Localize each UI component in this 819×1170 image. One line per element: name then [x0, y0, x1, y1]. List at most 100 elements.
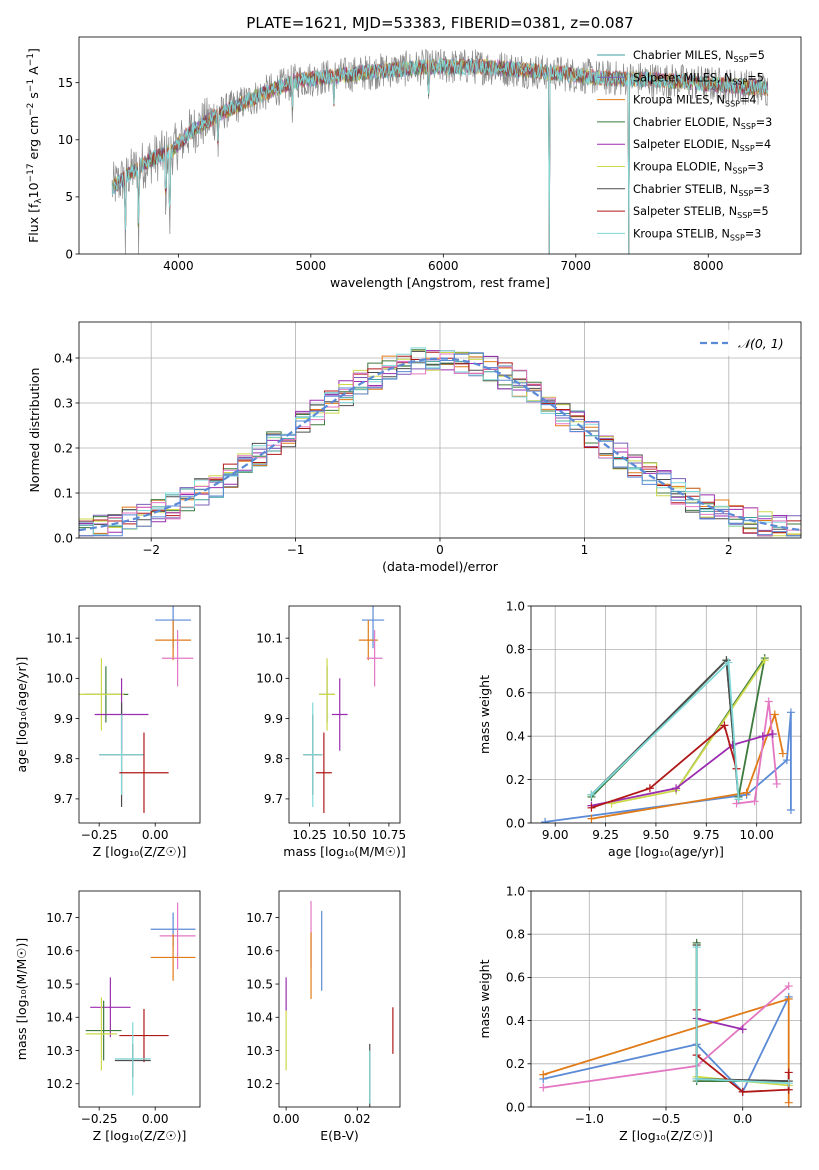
y-tick-label: 0.4	[506, 730, 525, 744]
y-tick-label: 0.8	[506, 643, 525, 657]
data-point	[99, 714, 144, 795]
weight-marker	[587, 814, 596, 823]
weight-series	[736, 701, 778, 805]
y-tick-label: 0.8	[506, 928, 525, 942]
x-tick-label: 0.00	[142, 828, 169, 842]
weight-marker	[692, 943, 701, 952]
weight-marker	[541, 817, 550, 823]
data-point	[150, 934, 196, 981]
y-tick-label: 0.4	[54, 351, 73, 365]
weight-marker	[672, 784, 681, 793]
y-tick-label: 9.9	[54, 712, 73, 726]
weight-marker	[786, 708, 795, 717]
weight-series	[590, 657, 766, 798]
weight-marker	[784, 995, 793, 1003]
y-tick-label: 0.3	[54, 396, 73, 410]
x-tick-label: 5000	[296, 259, 327, 273]
axes-frame	[78, 605, 201, 824]
data-point	[85, 997, 118, 1071]
y-tick-label: 10.5	[46, 977, 73, 991]
x-tick-label: 10.75	[372, 828, 406, 842]
y-tick-label: 9.8	[54, 752, 73, 766]
weight-marker	[786, 805, 795, 814]
y-tick-label: 10.0	[46, 672, 73, 686]
y-tick-label: 10.1	[46, 631, 73, 645]
y-tick-label: 10.3	[46, 1044, 73, 1058]
axes-mass-weight-vs-Z: −1.0 −0.5 0.0 0.0 0.2 0.4 0.6 0.8 1.0 Z [log₁₀(Z/…	[477, 884, 802, 1143]
plot-area	[111, 48, 769, 254]
y-tick-label: 10.0	[256, 672, 283, 686]
data-point	[331, 678, 348, 751]
data-point	[315, 732, 332, 813]
legend-label: Chabrier STELIB, NSSP=3	[633, 183, 770, 198]
x-axis-label: wavelength [Angstrom, rest frame]	[330, 275, 550, 290]
x-tick-label: 8000	[693, 259, 724, 273]
y-tick-label: 0.4	[506, 1014, 525, 1028]
weight-marker	[764, 697, 773, 706]
axes-frame	[78, 321, 802, 539]
y-axis-label: mass [log₁₀(M/M☉)]	[14, 938, 29, 1060]
x-tick-label: −0.5	[651, 1112, 680, 1126]
x-tick-label: 0.00	[273, 1112, 300, 1126]
chart-title: PLATE=1621, MJD=53383, FIBERID=0381, z=0…	[246, 14, 633, 32]
legend-label: Kroupa MILES, NSSP=4	[633, 94, 756, 109]
axes-frame	[278, 890, 401, 1108]
y-tick-label: 15	[58, 76, 73, 90]
x-tick-label: 10.00	[739, 828, 773, 842]
y-tick-label: 9.7	[54, 792, 73, 806]
y-tick-label: 0.6	[506, 686, 525, 700]
x-tick-label: 9.75	[693, 828, 720, 842]
data-point	[361, 606, 385, 649]
weight-marker	[539, 1070, 548, 1079]
weight-marker	[784, 1079, 793, 1088]
plot-area	[85, 902, 196, 1096]
data-point	[119, 1008, 169, 1063]
legend-label: Salpeter MILES, NSSP=5	[633, 71, 764, 86]
weight-marker	[645, 784, 654, 793]
y-tick-label: 10.6	[46, 944, 73, 958]
weight-series	[696, 1017, 743, 1031]
x-tick-label: 0.00	[142, 1112, 169, 1126]
data-point	[161, 630, 194, 687]
axes-frame	[78, 890, 201, 1108]
plot-area	[531, 891, 801, 1107]
plot-area	[79, 322, 801, 538]
weight-marker	[742, 788, 751, 797]
weight-marker	[738, 1087, 747, 1096]
weight-marker	[587, 803, 596, 812]
x-tick-label: −1.0	[575, 1112, 604, 1126]
legend-label: Salpeter STELIB, NSSP=5	[633, 205, 769, 220]
weight-marker	[539, 1083, 548, 1092]
x-tick-label: 0.02	[344, 1112, 371, 1126]
data-point	[155, 620, 192, 661]
axes-mass-weight-vs-age: 9.00 9.25 9.50 9.75 10.00 0.0 0.2 0.4 0.6 0.8 1.0 a…	[477, 599, 802, 859]
y-tick-label: 0.2	[506, 773, 525, 787]
y-tick-label: 10	[58, 133, 73, 147]
y-tick-label: 9.9	[264, 712, 283, 726]
y-tick-label: 10.1	[256, 631, 283, 645]
axes-age-vs-Z: −0.25 0.00 9.7 9.8 9.9 10.0 10.1 Z [log₁₀(Z/Z☉)…	[14, 605, 201, 859]
axes-mass-vs-ebv: 0.00 0.02 10.2 10.3 10.4 10.5 10.6 10.7 E(B-V)	[246, 890, 401, 1143]
legend-label: Kroupa STELIB, NSSP=3	[633, 227, 761, 242]
x-tick-label: 4000	[163, 259, 194, 273]
weight-series	[543, 996, 790, 1094]
data-point	[119, 732, 169, 813]
x-tick-label: 10.50	[332, 828, 366, 842]
y-axis-label: mass weight	[477, 675, 492, 754]
y-axis-label: Normed distribution	[27, 368, 42, 493]
data-point	[319, 658, 335, 731]
y-tick-label: 10.2	[46, 1077, 73, 1091]
plot-area	[79, 606, 194, 813]
weight-marker	[760, 656, 769, 665]
axes-frame	[530, 605, 802, 824]
weight-marker	[778, 749, 787, 758]
weight-marker	[784, 982, 793, 991]
y-tick-label: 0.0	[506, 1100, 525, 1114]
data-point	[303, 702, 323, 807]
gaussian-curve	[79, 357, 801, 532]
weight-marker	[724, 658, 733, 667]
x-tick-label: 9.00	[542, 828, 569, 842]
weight-marker	[784, 1098, 793, 1107]
legend-label: Kroupa ELODIE, NSSP=3	[633, 161, 764, 176]
y-tick-label: 0.2	[54, 441, 73, 455]
